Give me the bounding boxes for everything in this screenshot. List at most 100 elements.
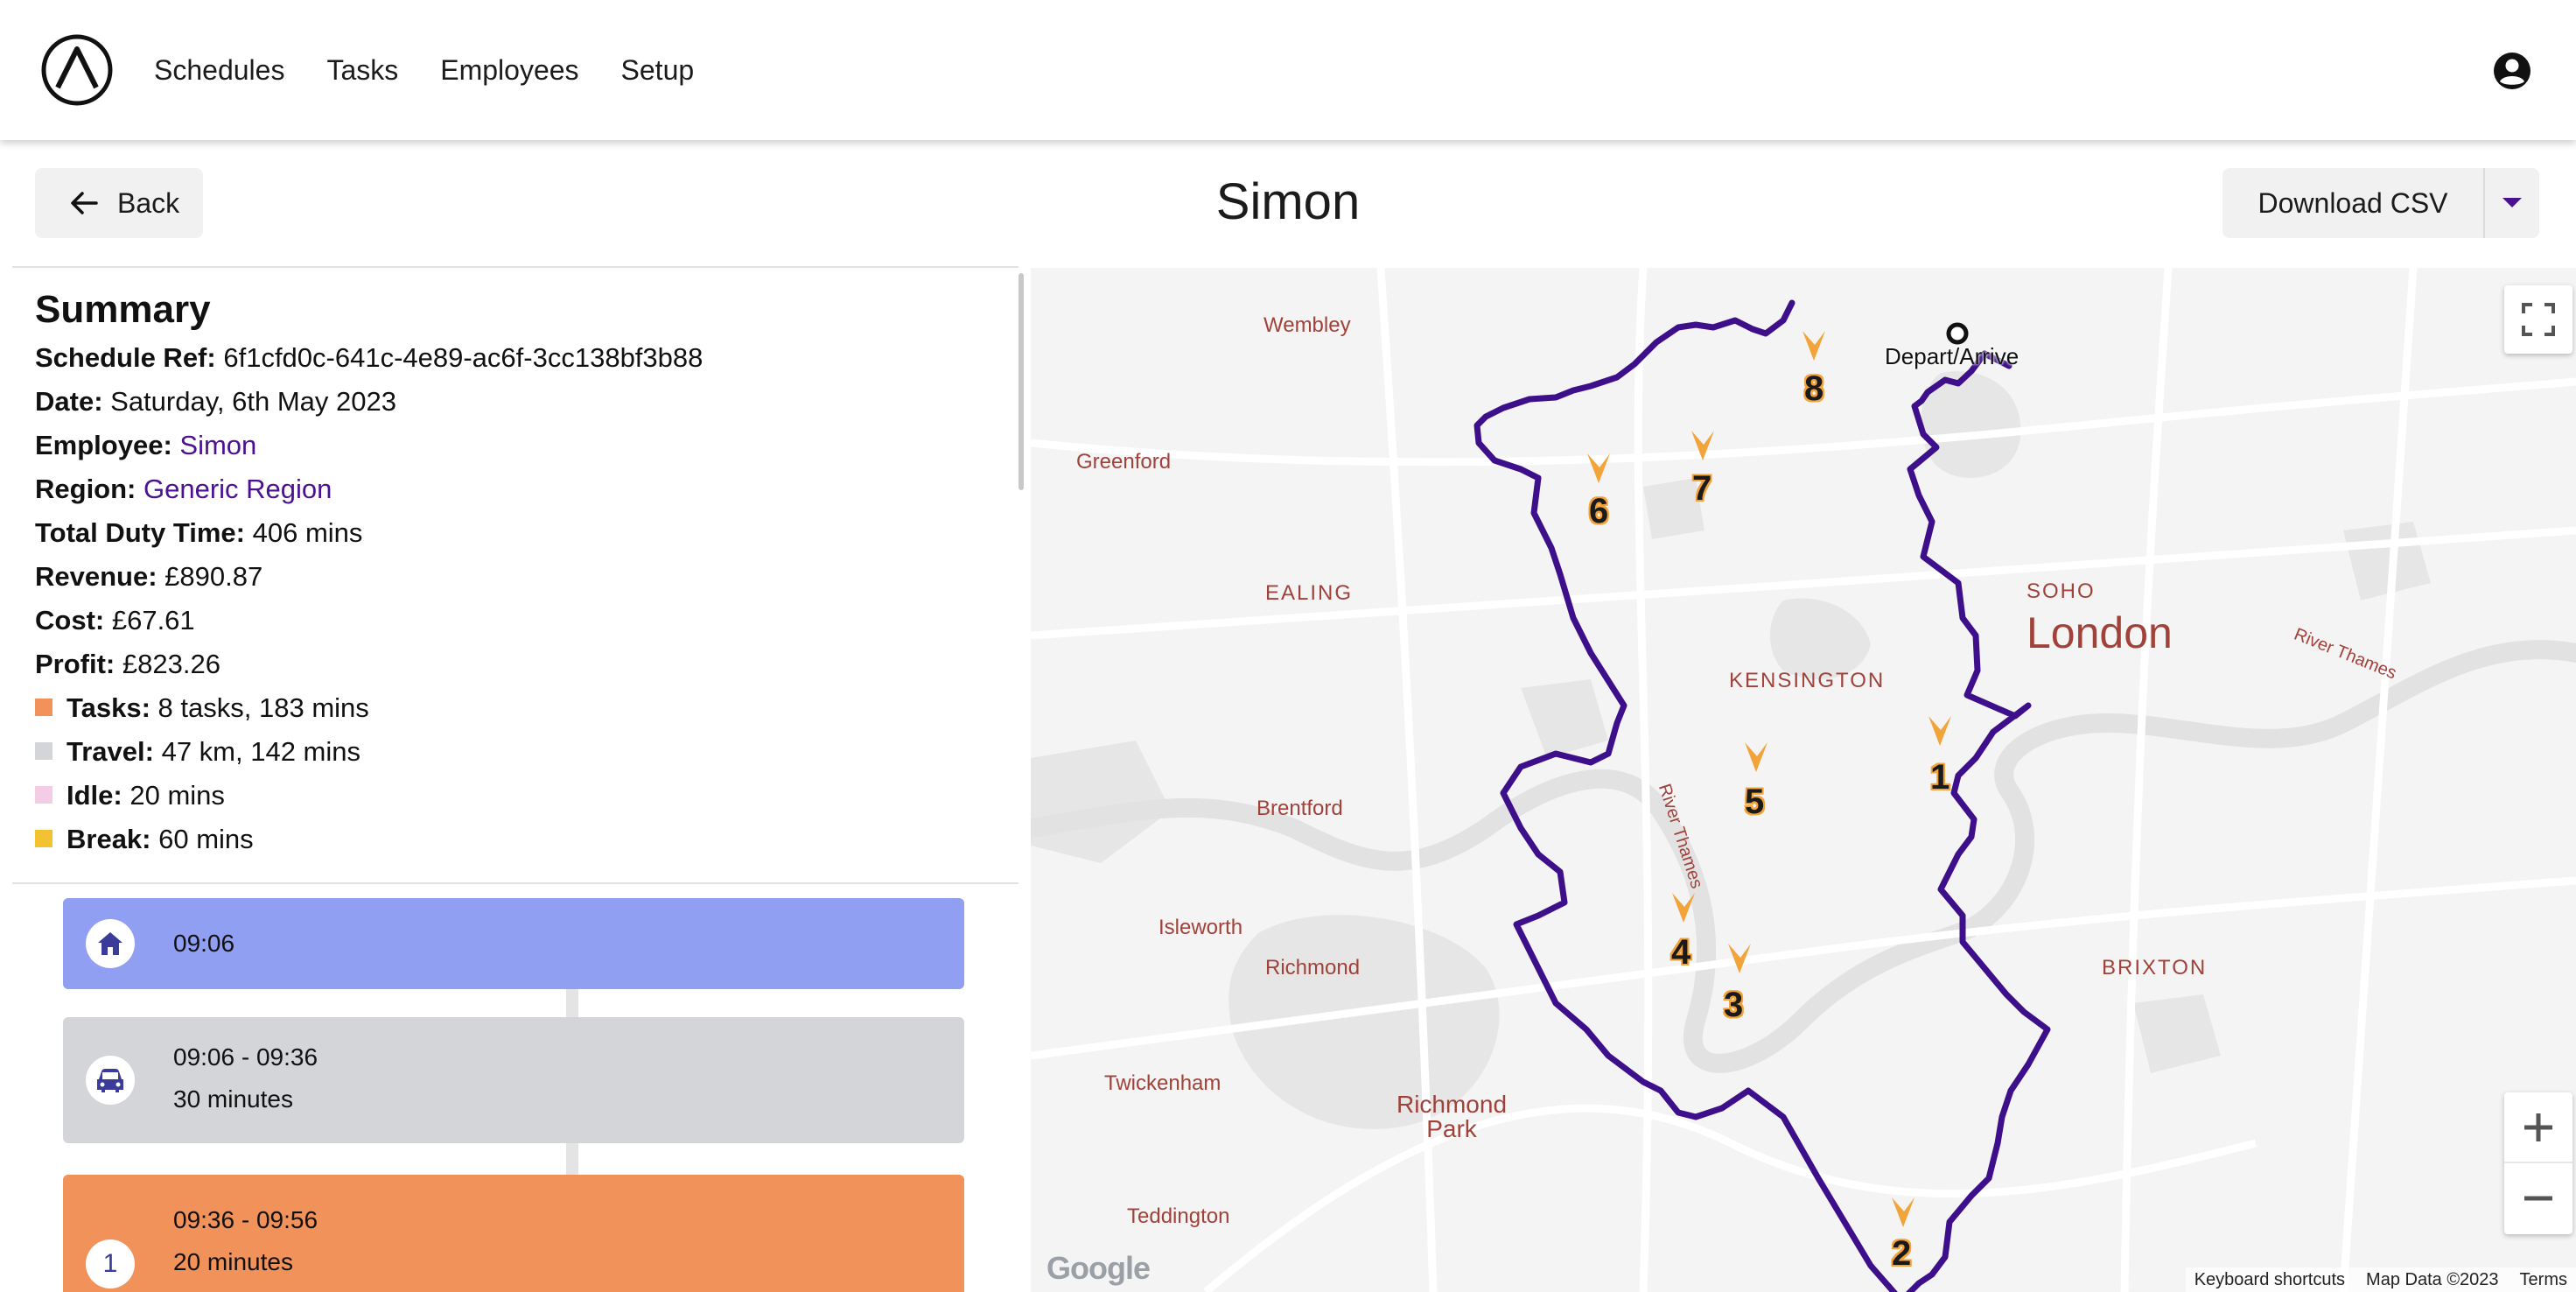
panel-scrollbar[interactable] bbox=[1018, 273, 1024, 490]
card-time: 09:36 - 09:56 20 minutes BA11... bbox=[173, 1199, 318, 1292]
fullscreen-icon bbox=[2522, 303, 2555, 336]
idle-swatch bbox=[35, 785, 52, 804]
card-time-range: 09:06 - 09:36 bbox=[173, 1043, 318, 1071]
employee-label: Employee: bbox=[35, 430, 172, 460]
idle-value: 20 mins bbox=[130, 780, 225, 811]
zoom-controls bbox=[2504, 1092, 2572, 1234]
nav-employees[interactable]: Employees bbox=[440, 54, 579, 86]
profit-row: Profit: £823.26 bbox=[35, 642, 998, 686]
top-navigation-bar: Schedules Tasks Employees Setup bbox=[0, 0, 2576, 140]
timeline-card-task-1[interactable]: 1 09:36 - 09:56 20 minutes BA11... bbox=[63, 1175, 964, 1292]
timeline-connector bbox=[566, 989, 578, 1017]
revenue-value: £890.87 bbox=[164, 561, 263, 592]
region-link[interactable]: Generic Region bbox=[144, 474, 332, 504]
break-swatch bbox=[35, 829, 52, 847]
map-label-richmond-park: Richmond Park bbox=[1396, 1091, 1508, 1142]
task-number-badge: 1 bbox=[86, 1239, 135, 1288]
arrow-left-icon bbox=[71, 192, 98, 214]
break-label: Break: bbox=[66, 824, 151, 854]
caret-down-icon bbox=[2502, 198, 2522, 207]
tasks-label: Tasks: bbox=[66, 692, 150, 723]
stop-marker-1[interactable]: 1 bbox=[1930, 758, 1950, 797]
profit-value: £823.26 bbox=[122, 649, 220, 679]
timeline-connector bbox=[566, 1143, 578, 1175]
stop-marker-4[interactable]: 4 bbox=[1671, 933, 1691, 972]
map-label-brentford: Brentford bbox=[1256, 797, 1343, 820]
tasks-value: 8 tasks, 183 mins bbox=[158, 692, 369, 723]
card-duration: 30 minutes bbox=[173, 1085, 293, 1113]
app-logo[interactable] bbox=[40, 33, 114, 107]
revenue-label: Revenue: bbox=[35, 561, 158, 592]
timeline-card-travel[interactable]: 09:06 - 09:36 30 minutes bbox=[63, 1017, 964, 1143]
date-label: Date: bbox=[35, 386, 103, 417]
travel-swatch bbox=[35, 741, 52, 760]
duty-value: 406 mins bbox=[252, 517, 363, 548]
idle-row: Idle: 20 mins bbox=[35, 774, 998, 818]
cost-row: Cost: £67.61 bbox=[35, 599, 998, 642]
stop-marker-7[interactable]: 7 bbox=[1692, 469, 1712, 508]
plus-icon bbox=[2524, 1113, 2552, 1141]
stop-marker-5[interactable]: 5 bbox=[1745, 783, 1765, 821]
fullscreen-button[interactable] bbox=[2504, 285, 2572, 354]
task-number: 1 bbox=[102, 1249, 118, 1278]
map-label-soho: SOHO bbox=[2026, 579, 2096, 603]
summary-section: Summary Schedule Ref: 6f1cfd0c-641c-4e89… bbox=[35, 284, 998, 861]
tasks-row: Tasks: 8 tasks, 183 mins bbox=[35, 686, 998, 730]
stop-marker-8[interactable]: 8 bbox=[1804, 369, 1824, 408]
timeline-card-depart[interactable]: 09:06 bbox=[63, 898, 964, 989]
break-value: 60 mins bbox=[158, 824, 254, 854]
download-csv-split-button: Download CSV bbox=[2222, 168, 2539, 238]
map-label-brixton: BRIXTON bbox=[2102, 956, 2208, 980]
stop-marker-2[interactable]: 2 bbox=[1892, 1234, 1912, 1273]
map-attribution: Keyboard shortcuts Map Data ©2023 Terms bbox=[2185, 1267, 2576, 1292]
date-value: Saturday, 6th May 2023 bbox=[110, 386, 396, 417]
keyboard-shortcuts-link[interactable]: Keyboard shortcuts bbox=[2194, 1269, 2346, 1289]
back-button[interactable]: Back bbox=[35, 168, 203, 238]
employee-link[interactable]: Simon bbox=[179, 430, 257, 460]
card-time: 09:06 bbox=[173, 930, 235, 957]
duty-label: Total Duty Time: bbox=[35, 517, 245, 548]
map-label-kensington: KENSINGTON bbox=[1729, 669, 1886, 692]
car-icon bbox=[97, 1069, 123, 1092]
map-base bbox=[1031, 268, 2576, 1292]
map-label-isleworth: Isleworth bbox=[1158, 916, 1243, 939]
schedule-details-panel[interactable]: Summary Schedule Ref: 6f1cfd0c-641c-4e89… bbox=[12, 268, 1018, 1292]
divider bbox=[12, 882, 1018, 884]
route-map[interactable]: Wembley Greenford EALING KENSINGTON SOHO… bbox=[1031, 268, 2576, 1292]
card-duration: 20 minutes bbox=[173, 1248, 293, 1275]
back-label: Back bbox=[117, 186, 180, 219]
download-options-dropdown[interactable] bbox=[2485, 168, 2539, 238]
map-label-ealing: EALING bbox=[1265, 581, 1354, 605]
revenue-row: Revenue: £890.87 bbox=[35, 555, 998, 599]
terms-link[interactable]: Terms bbox=[2519, 1269, 2567, 1289]
car-badge bbox=[86, 1056, 135, 1105]
map-data-text: Map Data ©2023 bbox=[2366, 1269, 2499, 1289]
duty-time-row: Total Duty Time: 406 mins bbox=[35, 511, 998, 555]
cost-label: Cost: bbox=[35, 605, 105, 635]
map-label-teddington: Teddington bbox=[1127, 1204, 1230, 1228]
schedule-ref-label: Schedule Ref: bbox=[35, 342, 216, 373]
download-csv-button[interactable]: Download CSV bbox=[2258, 186, 2448, 219]
zoom-in-button[interactable] bbox=[2504, 1093, 2572, 1163]
travel-label: Travel: bbox=[66, 736, 154, 767]
travel-value: 47 km, 142 mins bbox=[161, 736, 361, 767]
home-icon bbox=[98, 932, 122, 955]
divider bbox=[12, 266, 1018, 268]
minus-icon bbox=[2524, 1196, 2552, 1201]
home-badge bbox=[86, 919, 135, 968]
schedule-ref-value: 6f1cfd0c-641c-4e89-ac6f-3cc138bf3b88 bbox=[223, 342, 704, 373]
nav-tasks[interactable]: Tasks bbox=[326, 54, 399, 86]
card-time: 09:06 - 09:36 30 minutes bbox=[173, 1036, 318, 1120]
card-task-ref: BA11... bbox=[173, 1283, 318, 1292]
button-separator bbox=[2483, 168, 2485, 238]
stop-marker-3[interactable]: 3 bbox=[1724, 986, 1744, 1024]
travel-row: Travel: 47 km, 142 mins bbox=[35, 730, 998, 774]
zoom-out-button[interactable] bbox=[2504, 1163, 2572, 1233]
tasks-swatch bbox=[35, 698, 52, 716]
nav-schedules[interactable]: Schedules bbox=[154, 54, 285, 86]
account-icon[interactable] bbox=[2492, 51, 2532, 91]
nav-setup[interactable]: Setup bbox=[620, 54, 695, 86]
stop-marker-6[interactable]: 6 bbox=[1589, 492, 1609, 530]
map-label-wembley: Wembley bbox=[1264, 313, 1351, 337]
employee-row: Employee: Simon bbox=[35, 424, 998, 467]
